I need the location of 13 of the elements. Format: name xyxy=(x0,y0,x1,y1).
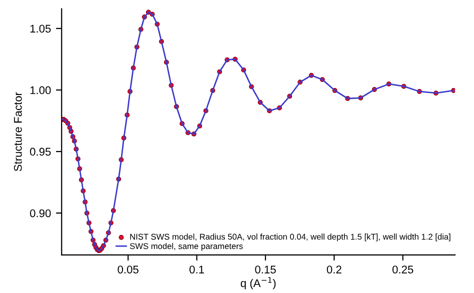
y-tick-label: 0.90 xyxy=(30,209,51,218)
x-tick-label: 0.2 xyxy=(326,266,342,274)
y-tick-label: 1.00 xyxy=(30,86,51,94)
y-tick-label: 0.95 xyxy=(30,148,51,156)
x-tick-label: 0.15 xyxy=(255,266,276,274)
x-axis-title: q (A$^{−1}$) xyxy=(240,277,276,290)
legend-label: NIST SWS model, Radius 50A, vol fraction 0.04, well depth 1.5 [kT], well width 1.2 [dia] xyxy=(130,234,450,242)
x-tick-label: 0.1 xyxy=(190,266,204,274)
x-tick-label: 0.25 xyxy=(392,266,414,274)
x-tick-label: 0.05 xyxy=(118,266,138,274)
legend-label: SWS model, same parameters xyxy=(130,242,243,251)
y-axis-title: Structure Factor xyxy=(14,92,22,172)
y-tick-label: 1.05 xyxy=(30,24,51,33)
